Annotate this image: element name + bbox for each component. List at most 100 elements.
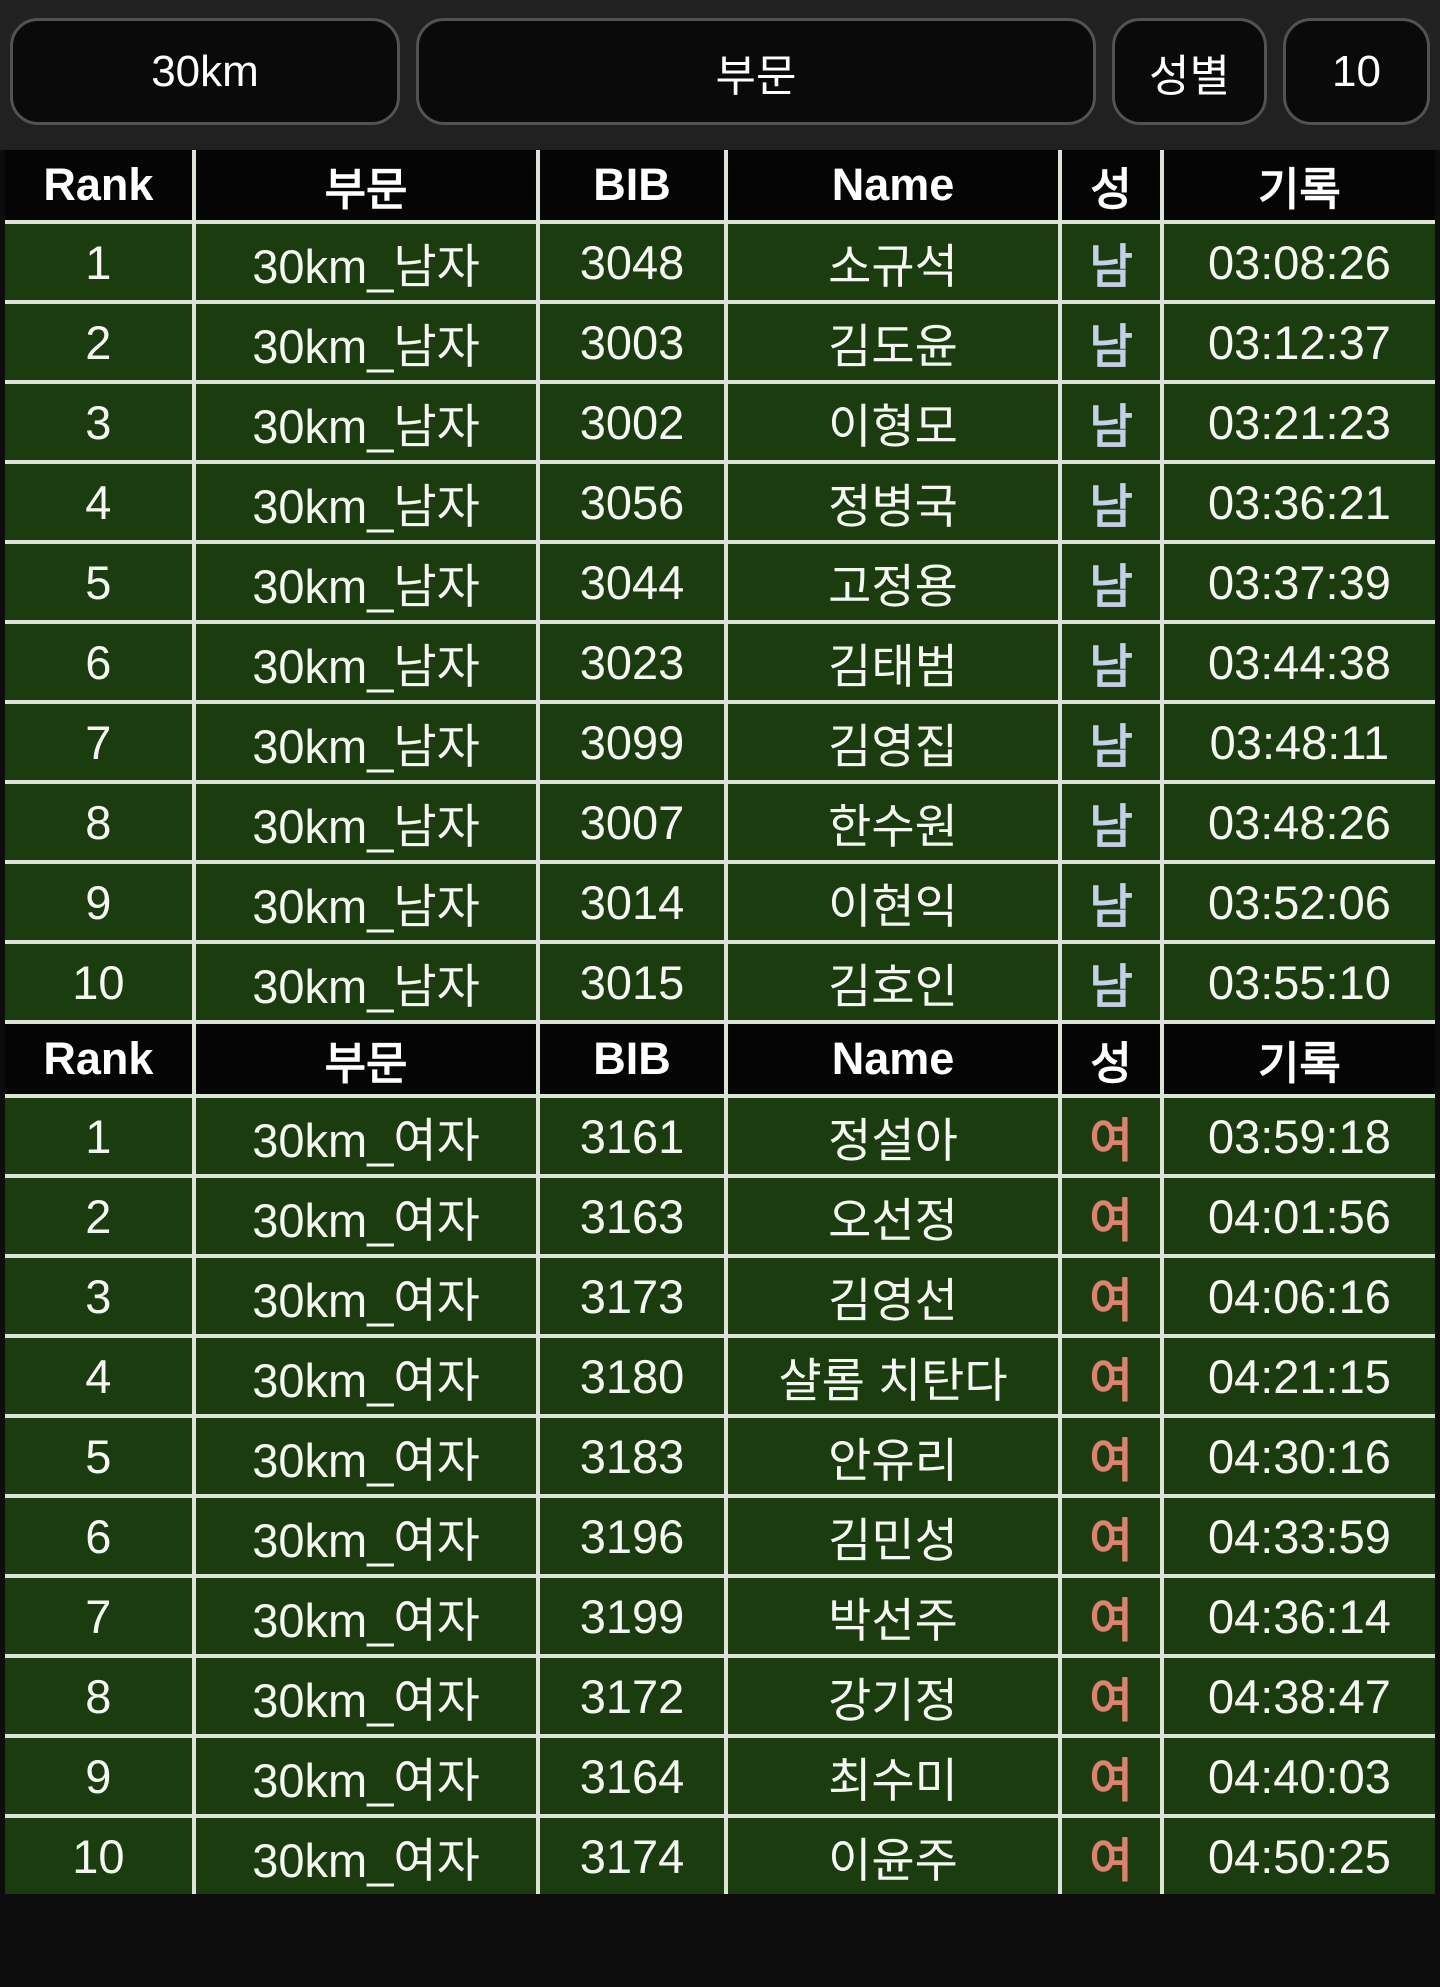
cell-record: 04:36:14 — [1159, 1574, 1438, 1658]
col-header-gender: 성 — [1058, 1020, 1164, 1098]
cell-rank: 8 — [3, 1654, 196, 1738]
cell-record: 03:48:11 — [1159, 700, 1438, 784]
cell-name: 김호인 — [723, 940, 1063, 1024]
cell-category: 30km_남자 — [191, 940, 541, 1024]
cell-name: 안유리 — [723, 1414, 1063, 1498]
cell-gender: 남 — [1058, 860, 1164, 944]
cell-gender: 여 — [1058, 1254, 1164, 1338]
cell-rank: 8 — [3, 780, 196, 864]
cell-category: 30km_남자 — [191, 460, 541, 544]
category-filter-button[interactable]: 부문 — [416, 18, 1096, 125]
cell-bib: 3172 — [536, 1654, 728, 1738]
table-row: 6 30km_여자 3196 김민성 여 04:33:59 — [3, 1494, 1438, 1578]
cell-name: 김민성 — [723, 1494, 1063, 1578]
gender-filter-button[interactable]: 성별 — [1112, 18, 1267, 125]
col-header-gender: 성 — [1058, 148, 1164, 224]
cell-record: 04:01:56 — [1159, 1174, 1438, 1258]
cell-bib: 3015 — [536, 940, 728, 1024]
cell-gender: 여 — [1058, 1734, 1164, 1818]
table-row: 7 30km_남자 3099 김영집 남 03:48:11 — [3, 700, 1438, 784]
cell-record: 03:48:26 — [1159, 780, 1438, 864]
cell-name: 고정용 — [723, 540, 1063, 624]
cell-gender: 여 — [1058, 1654, 1164, 1738]
cell-category: 30km_남자 — [191, 380, 541, 464]
cell-category: 30km_남자 — [191, 780, 541, 864]
cell-bib: 3183 — [536, 1414, 728, 1498]
table-row: 1 30km_남자 3048 소규석 남 03:08:26 — [3, 220, 1438, 304]
table-row: 3 30km_여자 3173 김영선 여 04:06:16 — [3, 1254, 1438, 1338]
cell-bib: 3173 — [536, 1254, 728, 1338]
cell-category: 30km_여자 — [191, 1174, 541, 1258]
table-row: 10 30km_남자 3015 김호인 남 03:55:10 — [3, 940, 1438, 1024]
count-filter-button[interactable]: 10 — [1283, 18, 1430, 125]
cell-bib: 3023 — [536, 620, 728, 704]
cell-rank: 2 — [3, 1174, 196, 1258]
cell-gender: 여 — [1058, 1174, 1164, 1258]
cell-gender: 남 — [1058, 220, 1164, 304]
cell-record: 03:36:21 — [1159, 460, 1438, 544]
col-header-category: 부문 — [191, 148, 541, 224]
cell-category: 30km_여자 — [191, 1734, 541, 1818]
cell-gender: 여 — [1058, 1094, 1164, 1178]
cell-name: 강기정 — [723, 1654, 1063, 1738]
cell-name: 이형모 — [723, 380, 1063, 464]
cell-category: 30km_여자 — [191, 1574, 541, 1658]
cell-category: 30km_남자 — [191, 300, 541, 384]
cell-rank: 3 — [3, 380, 196, 464]
cell-rank: 1 — [3, 220, 196, 304]
cell-category: 30km_남자 — [191, 860, 541, 944]
cell-bib: 3056 — [536, 460, 728, 544]
cell-rank: 9 — [3, 860, 196, 944]
col-header-name: Name — [723, 148, 1063, 224]
race-results-table: Rank 부문 BIB Name 성 기록 1 30km_남자 3048 소규석 남 03:08:26… — [3, 148, 1438, 1896]
cell-name: 이윤주 — [723, 1814, 1063, 1896]
cell-name: 이현익 — [723, 860, 1063, 944]
cell-gender: 남 — [1058, 620, 1164, 704]
cell-rank: 2 — [3, 300, 196, 384]
cell-name: 정설아 — [723, 1094, 1063, 1178]
cell-gender: 여 — [1058, 1494, 1164, 1578]
cell-category: 30km_여자 — [191, 1654, 541, 1738]
cell-name: 박선주 — [723, 1574, 1063, 1658]
distance-filter-button[interactable]: 30km — [10, 18, 400, 125]
cell-rank: 6 — [3, 1494, 196, 1578]
cell-record: 04:21:15 — [1159, 1334, 1438, 1418]
cell-gender: 남 — [1058, 940, 1164, 1024]
table-row: 3 30km_남자 3002 이형모 남 03:21:23 — [3, 380, 1438, 464]
table-row: 2 30km_여자 3163 오선정 여 04:01:56 — [3, 1174, 1438, 1258]
cell-bib: 3048 — [536, 220, 728, 304]
cell-bib: 3174 — [536, 1814, 728, 1896]
cell-record: 03:08:26 — [1159, 220, 1438, 304]
table-row: 2 30km_남자 3003 김도윤 남 03:12:37 — [3, 300, 1438, 384]
cell-bib: 3163 — [536, 1174, 728, 1258]
cell-category: 30km_여자 — [191, 1254, 541, 1338]
cell-name: 김태범 — [723, 620, 1063, 704]
cell-record: 03:44:38 — [1159, 620, 1438, 704]
cell-category: 30km_여자 — [191, 1094, 541, 1178]
cell-name: 정병국 — [723, 460, 1063, 544]
cell-rank: 1 — [3, 1094, 196, 1178]
cell-name: 김영선 — [723, 1254, 1063, 1338]
table-row: 1 30km_여자 3161 정설아 여 03:59:18 — [3, 1094, 1438, 1178]
cell-gender: 여 — [1058, 1574, 1164, 1658]
table-row: 7 30km_여자 3199 박선주 여 04:36:14 — [3, 1574, 1438, 1658]
cell-bib: 3002 — [536, 380, 728, 464]
cell-category: 30km_남자 — [191, 540, 541, 624]
cell-record: 04:30:16 — [1159, 1414, 1438, 1498]
cell-bib: 3196 — [536, 1494, 728, 1578]
cell-record: 03:59:18 — [1159, 1094, 1438, 1178]
cell-name: 샬롬 치탄다 — [723, 1334, 1063, 1418]
col-header-category: 부문 — [191, 1020, 541, 1098]
cell-category: 30km_여자 — [191, 1814, 541, 1896]
cell-name: 오선정 — [723, 1174, 1063, 1258]
cell-gender: 여 — [1058, 1414, 1164, 1498]
table-row: 6 30km_남자 3023 김태범 남 03:44:38 — [3, 620, 1438, 704]
cell-record: 03:37:39 — [1159, 540, 1438, 624]
cell-gender: 남 — [1058, 700, 1164, 784]
cell-bib: 3164 — [536, 1734, 728, 1818]
cell-bib: 3161 — [536, 1094, 728, 1178]
table-row: 5 30km_여자 3183 안유리 여 04:30:16 — [3, 1414, 1438, 1498]
cell-record: 03:21:23 — [1159, 380, 1438, 464]
cell-category: 30km_여자 — [191, 1494, 541, 1578]
col-header-name: Name — [723, 1020, 1063, 1098]
